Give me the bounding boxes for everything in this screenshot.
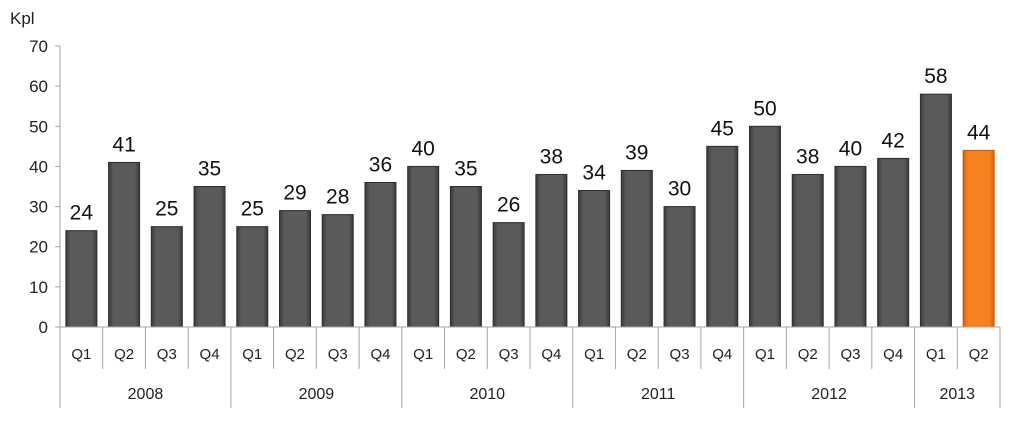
data-label: 36 bbox=[369, 153, 392, 176]
bar bbox=[749, 125, 781, 328]
y-tick-label: 40 bbox=[29, 157, 48, 176]
data-label: 26 bbox=[497, 194, 520, 217]
y-axis-title: Kpl bbox=[10, 9, 35, 28]
bars bbox=[65, 93, 995, 328]
bar bbox=[706, 145, 739, 328]
data-label: 25 bbox=[155, 198, 178, 221]
data-label: 50 bbox=[753, 97, 776, 120]
x-tick-label: Q2 bbox=[969, 346, 989, 363]
bar bbox=[919, 93, 952, 328]
x-tick-label: Q2 bbox=[798, 346, 818, 363]
x-tick-label: Q4 bbox=[370, 346, 390, 363]
data-label: 30 bbox=[668, 178, 691, 201]
data-label: 35 bbox=[198, 158, 221, 181]
x-tick-label: Q2 bbox=[456, 346, 476, 363]
data-label: 39 bbox=[625, 141, 648, 164]
x-axis: Q1 Q2 Q3 Q4 Q1 Q2 Q3 Q4 Q1 Q2 Q3 Q4 Q1 Q2 Q3 Q4 Q1 Q2 Q3 Q4… bbox=[59, 326, 1001, 408]
data-label: 40 bbox=[412, 137, 435, 160]
bar bbox=[108, 161, 141, 328]
data-label: 58 bbox=[924, 65, 947, 88]
x-group-label: 2011 bbox=[641, 386, 676, 403]
data-labels: 24 41 25 35 25 29 28 36 40 35 26 38 34 39 30 45 50 38 40 42… bbox=[70, 65, 991, 224]
bar bbox=[150, 226, 183, 328]
x-group-label: 2009 bbox=[299, 386, 335, 403]
bar bbox=[364, 181, 397, 328]
data-label: 29 bbox=[283, 182, 306, 205]
data-label: 38 bbox=[540, 145, 563, 168]
x-tick-label: Q3 bbox=[840, 346, 860, 363]
x-group-label: 2013 bbox=[939, 386, 975, 403]
data-label: 35 bbox=[454, 158, 477, 181]
data-label: 34 bbox=[582, 162, 606, 185]
bar bbox=[193, 186, 226, 328]
x-tick-label: Q2 bbox=[285, 346, 305, 363]
data-label: 44 bbox=[967, 121, 991, 144]
bar bbox=[578, 190, 611, 328]
y-axis: 0 10 20 30 40 50 60 70 bbox=[29, 37, 61, 337]
data-label: 24 bbox=[70, 202, 94, 225]
bar bbox=[834, 165, 867, 328]
x-tick-label: Q3 bbox=[328, 346, 348, 363]
x-tick-label: Q4 bbox=[883, 346, 903, 363]
y-tick-label: 10 bbox=[29, 278, 48, 297]
x-tick-label: Q1 bbox=[755, 346, 775, 363]
data-label: 38 bbox=[796, 145, 819, 168]
data-label: 28 bbox=[326, 186, 349, 209]
bar bbox=[877, 157, 910, 328]
bar bbox=[791, 173, 824, 328]
x-group-label: 2008 bbox=[128, 386, 164, 403]
data-label: 40 bbox=[839, 137, 862, 160]
y-tick-label: 20 bbox=[29, 238, 48, 257]
bar bbox=[620, 169, 653, 328]
bar bbox=[492, 222, 525, 328]
x-tick-label: Q3 bbox=[157, 346, 177, 363]
bar bbox=[962, 149, 995, 328]
x-group-label: 2012 bbox=[811, 386, 847, 403]
data-label: 42 bbox=[882, 129, 905, 152]
data-label: 45 bbox=[711, 117, 734, 140]
x-group-label: 2010 bbox=[469, 386, 505, 403]
bar bbox=[321, 214, 354, 328]
bar bbox=[663, 206, 696, 328]
y-tick-label: 0 bbox=[39, 318, 48, 337]
y-tick-label: 70 bbox=[29, 37, 48, 56]
y-tick-label: 30 bbox=[29, 198, 48, 217]
x-tick-label: Q1 bbox=[71, 346, 91, 363]
x-tick-label: Q3 bbox=[499, 346, 519, 363]
x-tick-label: Q1 bbox=[413, 346, 433, 363]
x-tick-label: Q4 bbox=[200, 346, 220, 363]
x-tick-label: Q1 bbox=[584, 346, 604, 363]
y-tick-label: 60 bbox=[29, 77, 48, 96]
bar bbox=[236, 226, 269, 328]
x-tick-label: Q1 bbox=[926, 346, 946, 363]
x-tick-label: Q3 bbox=[670, 346, 690, 363]
bar bbox=[449, 186, 482, 328]
data-label: 41 bbox=[112, 133, 135, 156]
y-tick-label: 50 bbox=[29, 117, 48, 136]
bar bbox=[279, 210, 311, 328]
x-tick-label: Q2 bbox=[627, 346, 647, 363]
x-tick-label: Q4 bbox=[541, 346, 561, 363]
data-label: 25 bbox=[241, 198, 264, 221]
bar bbox=[407, 165, 440, 328]
x-tick-label: Q2 bbox=[114, 346, 134, 363]
bar bbox=[535, 173, 568, 328]
bar bbox=[65, 230, 98, 328]
x-tick-label: Q1 bbox=[242, 346, 262, 363]
x-tick-label: Q4 bbox=[712, 346, 732, 363]
